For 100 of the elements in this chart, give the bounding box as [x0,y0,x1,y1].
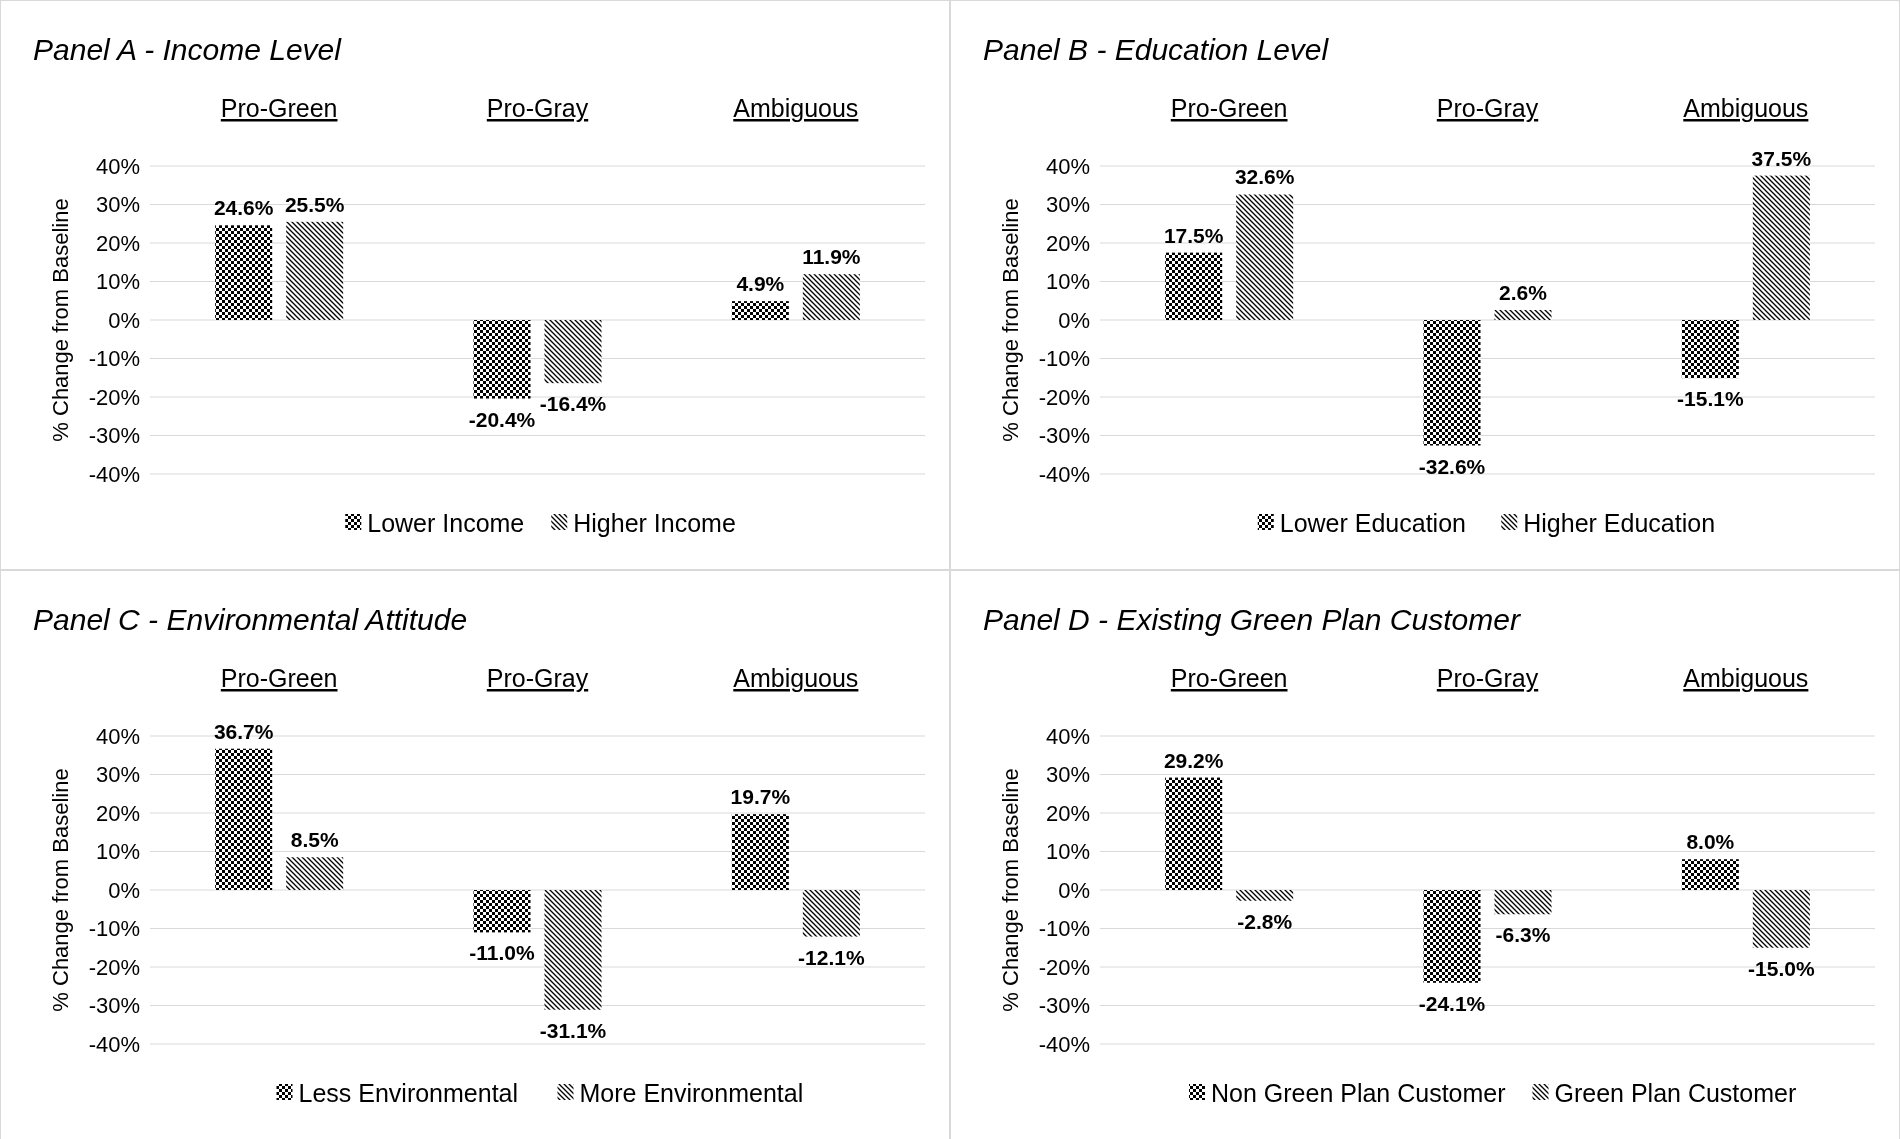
y-tick-label: -40% [1038,1031,1090,1057]
bar [1236,890,1294,901]
data-label: 37.5% [1751,146,1812,170]
data-label: 36.7% [213,719,274,743]
y-tick-label: 30% [95,192,140,218]
chart-title: Panel C - Environmental Attitude [33,603,468,636]
data-label: -32.6% [1418,454,1486,478]
data-label: -11.0% [469,941,536,965]
data-label: -2.8% [1237,909,1293,933]
bar [544,890,602,1010]
y-tick-label: -40% [1038,461,1090,487]
y-tick-label: 10% [95,269,140,295]
data-label: -6.3% [1495,923,1551,947]
y-tick-label: 0% [108,877,140,903]
bar [1236,194,1294,320]
bar [1423,320,1481,446]
y-tick-label: 0% [108,307,140,333]
data-label: -12.1% [798,945,865,969]
y-tick-label: -20% [88,954,140,980]
y-tick-label: 30% [1045,192,1090,218]
data-label: 17.5% [1163,223,1224,247]
bar [473,890,531,933]
bar [802,274,860,320]
y-tick-label: -30% [88,993,140,1019]
bar [731,814,789,890]
bar [1494,890,1552,915]
y-tick-label: 0% [1058,307,1090,333]
y-tick-label: 40% [95,153,140,179]
y-tick-label: 10% [1045,269,1090,295]
chart-title: Panel A - Income Level [33,33,343,66]
x-tick-label: Pro-Green [220,94,338,122]
y-axis-title: % Change from Baseline [48,768,73,1012]
data-label: -20.4% [468,407,536,431]
data-label: 8.0% [1686,830,1735,854]
y-tick-label: 10% [1045,839,1090,865]
y-tick-label: 30% [1045,762,1090,788]
y-tick-label: 20% [1045,800,1090,826]
bar [731,301,789,320]
y-tick-label: -40% [88,1031,140,1057]
data-label: 32.6% [1234,165,1295,189]
bar [215,225,273,320]
data-label: -31.1% [539,1018,607,1042]
bar [1165,252,1223,320]
data-label: 11.9% [802,245,861,269]
legend-label: More Environmental [579,1078,804,1107]
y-tick-label: -20% [1038,954,1090,980]
legend-label: Higher Education [1523,508,1716,537]
x-tick-label: Pro-Gray [1436,94,1539,122]
x-tick-label: Pro-Gray [486,94,589,122]
data-label: 25.5% [284,192,345,216]
bar [215,748,273,890]
x-tick-label: Pro-Green [220,664,338,692]
y-tick-label: -20% [88,384,140,410]
chart-title: Panel B - Education Level [983,33,1330,66]
legend-label: Non Green Plan Customer [1211,1078,1506,1107]
data-label: -16.4% [539,392,607,416]
y-tick-label: -10% [1038,346,1090,372]
legend-label: Higher Income [573,508,736,537]
bar [286,857,344,890]
y-tick-label: 40% [95,723,140,749]
data-label: 8.5% [290,828,339,852]
bar [473,320,531,399]
y-tick-label: -10% [88,916,140,942]
y-tick-label: 40% [1045,153,1090,179]
y-tick-label: -10% [88,346,140,372]
bar [1681,859,1739,890]
y-tick-label: -30% [1038,423,1090,449]
chart-title: Panel D - Existing Green Plan Customer [983,603,1521,636]
bar [544,320,602,384]
data-label: -24.1% [1418,991,1486,1015]
bar [802,890,860,937]
y-axis-title: % Change from Baseline [998,198,1023,442]
y-tick-label: 0% [1058,877,1090,903]
x-tick-label: Ambiguous [1683,664,1809,692]
legend-label: Lower Education [1279,508,1466,537]
data-label: 19.7% [730,785,791,809]
x-tick-label: Ambiguous [733,664,859,692]
bar [1423,890,1481,983]
x-tick-label: Pro-Gray [1436,664,1539,692]
x-tick-label: Pro-Gray [486,664,589,692]
bar [1494,309,1552,320]
x-tick-label: Ambiguous [733,94,859,122]
legend-label: Less Environmental [298,1078,519,1107]
bar [1752,175,1810,320]
y-tick-label: 20% [95,230,140,256]
bar [1681,320,1739,379]
bar [286,221,344,320]
y-tick-label: -10% [1038,916,1090,942]
y-tick-label: -20% [1038,384,1090,410]
bar [1165,777,1223,890]
y-tick-label: 40% [1045,723,1090,749]
y-tick-label: -30% [1038,993,1090,1019]
y-tick-label: 10% [95,839,140,865]
legend-label: Green Plan Customer [1554,1078,1797,1107]
data-label: 2.6% [1499,280,1548,304]
legend-label: Lower Income [367,508,525,537]
data-label: -15.1% [1677,387,1744,411]
x-tick-label: Pro-Green [1170,94,1288,122]
y-tick-label: -30% [88,423,140,449]
x-tick-label: Ambiguous [1683,94,1809,122]
